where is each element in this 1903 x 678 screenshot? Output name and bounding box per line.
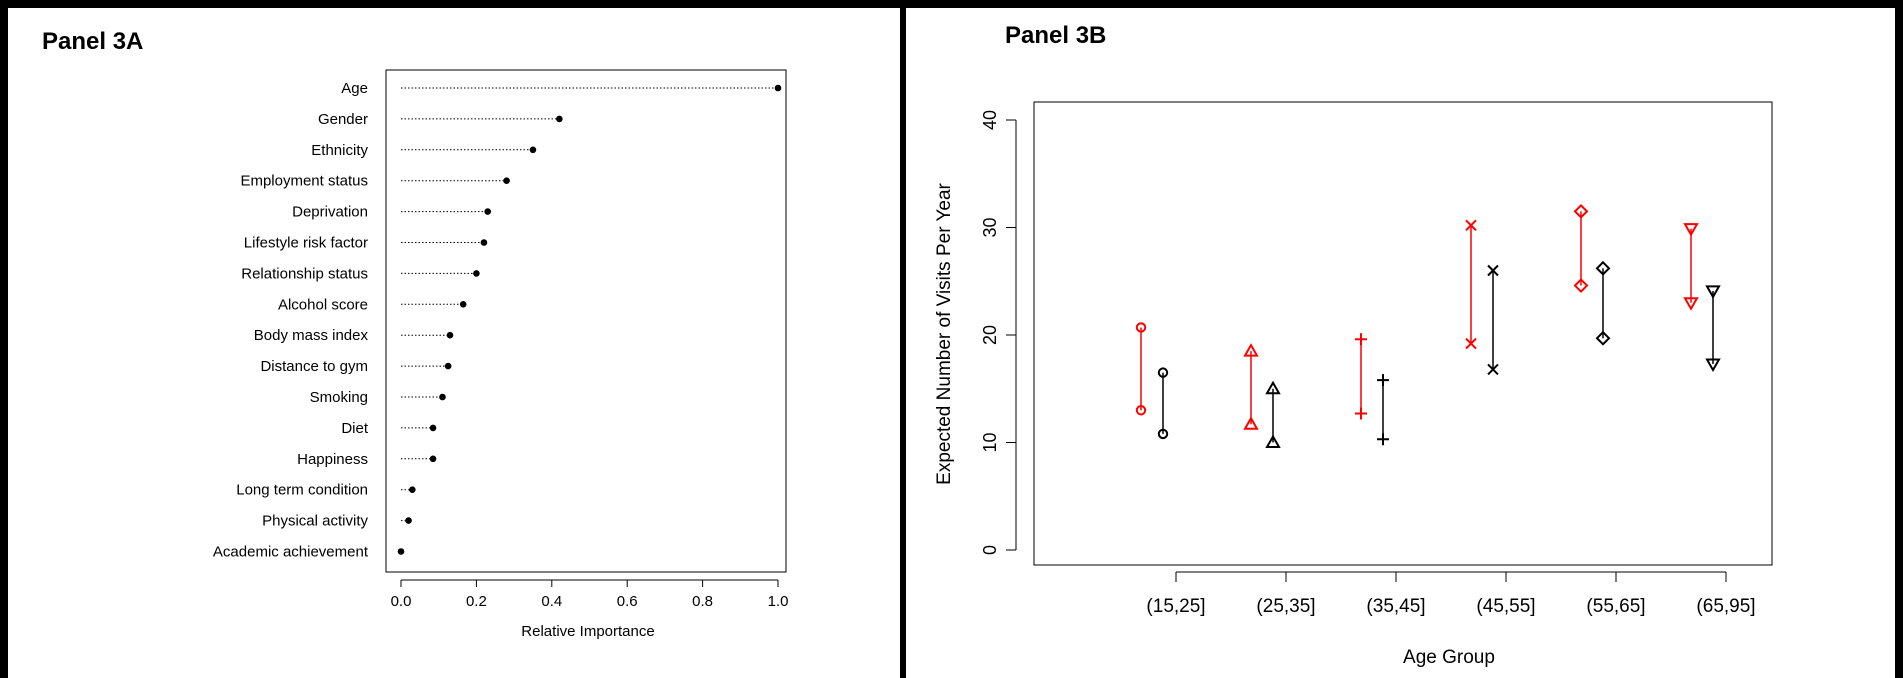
cross-marker (1487, 363, 1499, 376)
data-point (429, 424, 437, 432)
data-point (446, 331, 454, 339)
category-label: Physical activity (262, 513, 368, 530)
data-point (409, 486, 416, 494)
expected-visits-chart: 0 10 20 30 40 (15,25] (25,35] (35,45] (45,55] (5… (934, 101, 1773, 668)
panel-divider (900, 0, 906, 678)
y-tick-label: 20 (980, 325, 1000, 345)
data-point (397, 548, 405, 555)
circle-marker (1135, 322, 1147, 333)
x-tick-label: 0.6 (617, 593, 638, 610)
category-label: Alcohol score (278, 296, 368, 313)
triangle-down-marker (1683, 297, 1699, 311)
x-tick-label: 0.2 (466, 593, 487, 610)
y-tick-label: 30 (980, 217, 1000, 237)
circle-marker (1135, 405, 1147, 416)
data-point (774, 84, 782, 92)
diamond-marker (1595, 330, 1611, 346)
x-tick-label: (15,25] (1146, 596, 1205, 617)
y-tick-label: 10 (980, 432, 1000, 452)
x-tick-label: (55,65] (1586, 596, 1645, 617)
category-label: Lifestyle risk factor (244, 235, 368, 252)
category-label: Distance to gym (260, 358, 368, 375)
category-label: Ethnicity (311, 142, 368, 159)
diamond-marker (1595, 260, 1611, 276)
category-label: Diet (341, 420, 369, 437)
category-label: Deprivation (292, 204, 368, 221)
panel-3a-title: Panel 3A (42, 28, 144, 55)
panel-3b-title: Panel 3B (1005, 22, 1107, 49)
y-tick-label: 40 (980, 110, 1000, 130)
x-tick-label: 0.4 (541, 593, 562, 610)
category-label: Happiness (297, 451, 368, 468)
cross-marker (1487, 264, 1499, 277)
x-tick-label: 1.0 (768, 593, 789, 610)
data-point (484, 208, 492, 215)
triangle-up-marker (1265, 434, 1281, 448)
data-point (429, 455, 437, 463)
x-tick-label: (25,35] (1256, 596, 1315, 617)
triangle-down-marker (1705, 358, 1721, 373)
data-point (503, 177, 510, 184)
y-tick-label: 0 (980, 545, 1000, 555)
data-point (473, 270, 480, 277)
plus-marker (1377, 433, 1389, 446)
plus-marker (1355, 407, 1367, 420)
category-label: Employment status (240, 173, 368, 190)
diamond-marker (1573, 203, 1589, 219)
x-tick-label: (35,45] (1366, 596, 1425, 617)
cross-marker (1465, 219, 1477, 232)
data-point (480, 239, 488, 246)
variable-importance-chart: Age Gender Ethnicity Employment status Depri… (213, 69, 789, 640)
data-point (439, 393, 446, 401)
data-point (459, 301, 467, 308)
category-label: Body mass index (254, 327, 369, 344)
plus-marker (1377, 374, 1389, 387)
triangle-up-marker (1243, 343, 1259, 357)
x-tick-label: (45,55] (1476, 596, 1535, 617)
category-label: Academic achievement (213, 544, 369, 561)
data-point (405, 517, 412, 524)
plot-frame (1033, 101, 1773, 566)
circle-marker (1157, 367, 1169, 378)
x-axis-label: Relative Importance (521, 623, 654, 640)
category-label: Long term condition (236, 482, 368, 499)
triangle-up-marker (1265, 380, 1281, 395)
x-tick-label: 0.8 (692, 593, 713, 610)
plus-marker (1355, 333, 1367, 346)
x-tick-label: (65,95] (1696, 596, 1755, 617)
y-axis-label: Expected Number of Visits Per Year (934, 182, 955, 484)
circle-marker (1157, 428, 1169, 440)
category-label: Gender (318, 111, 368, 128)
x-axis-label: Age Group (1403, 647, 1495, 668)
data-point (529, 146, 537, 154)
plot-frame (385, 69, 787, 573)
triangle-up-marker (1243, 416, 1259, 430)
category-label: Smoking (310, 389, 368, 406)
category-label: Age (341, 80, 368, 97)
cross-marker (1465, 337, 1477, 350)
data-point (556, 115, 563, 123)
x-tick-label: 0.0 (391, 593, 412, 610)
triangle-down-marker (1683, 223, 1699, 237)
category-label: Relationship status (241, 265, 368, 282)
data-point (444, 362, 452, 370)
diamond-marker (1573, 278, 1589, 293)
triangle-down-marker (1705, 285, 1721, 299)
